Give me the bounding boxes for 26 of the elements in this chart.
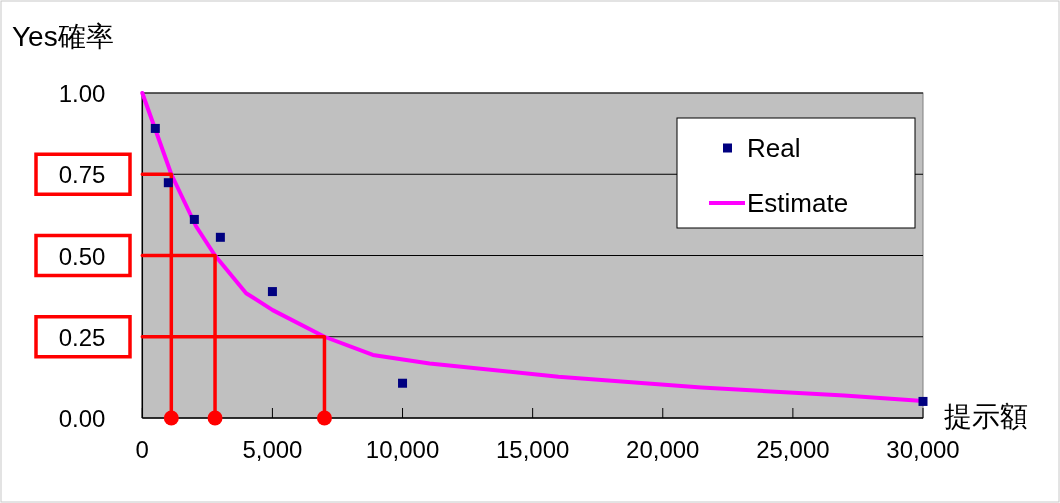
y-tick-label: 1.00 (58, 80, 106, 107)
y-tick-label: 0.75 (58, 161, 106, 189)
point (267, 287, 277, 297)
point (189, 214, 199, 224)
x-tick-label: 25,000 (756, 436, 830, 463)
y-tick-label: 0.00 (58, 405, 106, 432)
x-tick-label: 0 (135, 436, 149, 463)
point (163, 178, 173, 188)
point (150, 123, 160, 133)
x-tick-label: 20,000 (626, 436, 700, 463)
legend-label: Real (747, 133, 801, 163)
x-tick-label: 30,000 (886, 436, 960, 463)
x-tick-label: 10,000 (365, 436, 440, 463)
y-tick-label: 0.25 (58, 323, 106, 351)
legend-label: Estimate (747, 188, 849, 218)
point (316, 410, 332, 426)
point (215, 232, 225, 242)
x-tick-label: 15,000 (495, 436, 570, 463)
x-axis-title: 提示額 (944, 401, 1028, 432)
x-tick-label: 5,000 (242, 436, 303, 463)
point (918, 396, 928, 406)
y-tick-label: 0.50 (58, 242, 106, 270)
y-axis-title: Yes確率 (12, 21, 114, 52)
point (398, 378, 408, 388)
point (163, 410, 179, 426)
point (207, 410, 223, 426)
